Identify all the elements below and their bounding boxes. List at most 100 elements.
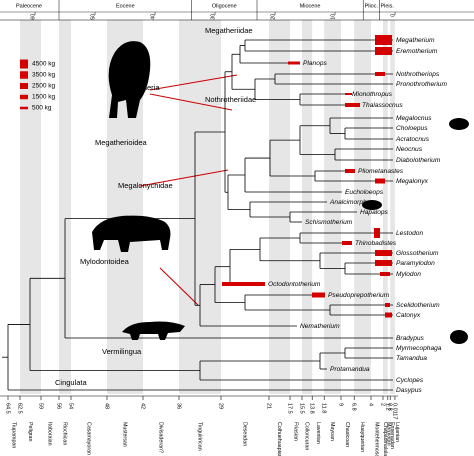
stage-label: Chapadmalalan <box>382 422 388 456</box>
stage-band <box>179 20 221 394</box>
taxon-label: Catonyx <box>396 312 421 319</box>
stage-label: Deseadan <box>242 422 248 446</box>
tick-label: 56 <box>56 403 62 409</box>
taxon-label: Megalonyx <box>396 178 429 185</box>
body-mass-bar <box>380 272 390 276</box>
taxon-label: Neocnus <box>396 146 423 153</box>
legend-swatch <box>20 71 28 79</box>
stage-label: Ensenadan <box>389 422 395 449</box>
taxon-label: Nothrotheriops <box>396 71 440 78</box>
body-mass-bar <box>375 47 392 55</box>
legend-label: 4500 kg <box>32 61 56 68</box>
arrow <box>139 169 229 187</box>
taxon-label: Glossotherium <box>396 250 439 257</box>
clade-label: Megatherioidea <box>95 138 148 147</box>
stage-label: Marplatan <box>386 422 392 446</box>
clade-arrows <box>139 74 238 306</box>
tick-label: 4 <box>368 403 374 406</box>
tick-label: 30 <box>210 14 216 20</box>
taxon-label: Megatherium <box>396 37 435 44</box>
tick-label: 11.8 <box>321 403 327 413</box>
stage-band <box>390 20 395 394</box>
body-mass-bar <box>288 61 300 65</box>
tick-label: 0.0117 <box>391 403 397 419</box>
body-mass-bar <box>222 282 265 286</box>
taxon-label: Eremotherium <box>396 48 438 55</box>
stage-band <box>354 20 371 394</box>
body-mass-bar <box>345 93 352 95</box>
arrow <box>149 74 238 91</box>
stage-label: Montehermosan <box>374 422 380 456</box>
stage-label: Casamayoran <box>86 422 92 455</box>
taxon-label: Protamandua <box>330 366 370 373</box>
stage-label: Riochican <box>62 422 68 445</box>
tick-label: 20 <box>270 14 276 20</box>
taxon-label: Analcimorphus <box>329 199 374 206</box>
taxon-label: Mylodon <box>396 271 421 278</box>
tick-label: 0 <box>390 14 396 17</box>
epoch-label: Miocene <box>300 3 321 9</box>
stage-label: Chasicoan <box>344 422 350 447</box>
tick-label: 62.5 <box>17 403 23 414</box>
megatherium-silhouette <box>108 41 151 118</box>
clade-label: Nothrotheriidae <box>205 95 256 104</box>
tick-label: 54 <box>68 403 74 409</box>
epoch-label: Plioc. <box>365 3 379 9</box>
taxon-label: Myrmecophaga <box>396 345 442 352</box>
arrow <box>149 93 233 111</box>
stage-label: Mustersan <box>122 422 128 447</box>
mylodon-silhouette <box>92 215 171 252</box>
taxon-label: Mionothropus <box>352 91 393 98</box>
taxon-label: Planops <box>303 60 328 67</box>
epoch-label: Pleis. <box>380 3 394 9</box>
stage-label: Colhuehuapian <box>276 422 282 456</box>
body-mass-bar <box>342 241 352 245</box>
taxon-label: Pseudoprepotherium <box>328 292 390 299</box>
taxon-label: Cyclopes <box>396 377 424 384</box>
legend-label: 1500 kg <box>32 94 56 101</box>
legend-label: 500 kg <box>32 105 52 112</box>
stage-band <box>20 20 41 394</box>
body-mass-bar <box>375 72 385 76</box>
tick-label: 42 <box>140 403 146 409</box>
body-mass-bar <box>385 312 392 318</box>
tick-label: 0.8 <box>387 403 393 411</box>
body-mass-bar <box>312 292 325 298</box>
taxon-label: Tamandua <box>396 355 427 362</box>
tick-label: 10 <box>330 14 336 20</box>
tick-label: 59 <box>38 403 44 409</box>
taxon-label: Thinobadistes <box>355 240 397 247</box>
legend-label: 3500 kg <box>32 72 56 79</box>
tick-label: 9 <box>338 403 344 406</box>
stage-label: Itaboraian <box>47 422 53 446</box>
epoch-label: Oligocene <box>212 3 237 9</box>
tick-label: 36 <box>176 403 182 409</box>
stage-label: Divisaderan? <box>158 422 164 453</box>
hapalops-silhouette <box>362 200 382 210</box>
taxon-label: Pronothrotherium <box>396 81 447 88</box>
tick-label: 50 <box>90 14 96 20</box>
clade-label: Cingulata <box>55 378 88 387</box>
legend-swatch <box>20 94 28 100</box>
stage-label: Tiupampan <box>11 422 17 448</box>
body-mass-bar <box>385 303 390 307</box>
tick-label: 2 <box>380 403 386 406</box>
stage-band <box>269 20 290 394</box>
tick-label: 17.5 <box>287 403 293 414</box>
tick-label: 15.5 <box>299 403 305 414</box>
tick-label: 48 <box>104 403 110 409</box>
tick-label: 60 <box>30 14 36 20</box>
clade-label: Megatheria <box>122 83 160 92</box>
stage-band <box>324 20 341 394</box>
clade-label: Vermilingua <box>102 347 142 356</box>
taxon-label: Nematherium <box>300 323 340 330</box>
body-mass-bar <box>375 178 385 184</box>
taxon-label: Megalocnus <box>396 115 432 122</box>
body-mass-bar <box>375 250 392 256</box>
arrow <box>159 267 199 306</box>
stage-label: Friasian <box>293 422 299 441</box>
taxon-label: Hapalops <box>360 209 389 216</box>
taxon-label: Choloepus <box>396 125 428 132</box>
